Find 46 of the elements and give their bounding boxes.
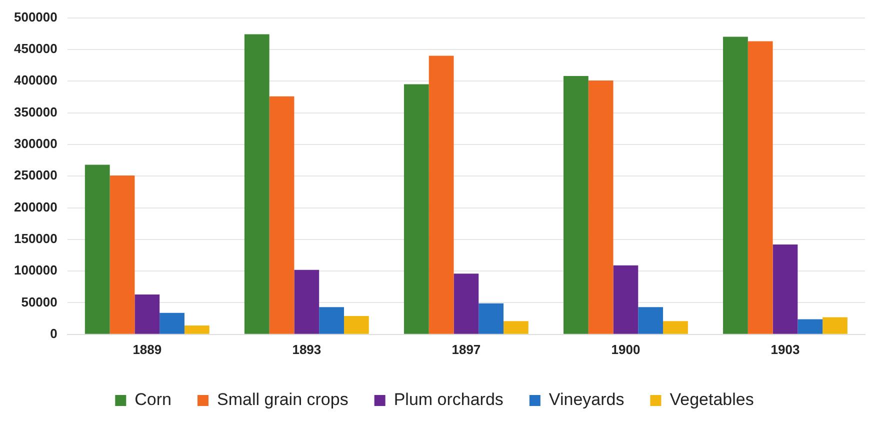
y-tick-label: 200000	[14, 199, 58, 214]
bar	[663, 321, 688, 334]
y-tick-label: 500000	[14, 9, 58, 24]
bar	[110, 175, 135, 334]
bar	[454, 274, 479, 334]
bar	[613, 265, 638, 334]
y-tick-label: 250000	[14, 168, 58, 183]
legend-label: Corn	[134, 390, 172, 410]
legend-label: Plum orchards	[394, 390, 504, 410]
bar	[798, 319, 823, 334]
y-tick-label: 300000	[14, 136, 58, 152]
x-tick-label: 1897	[452, 342, 481, 357]
y-tick-label: 0	[50, 326, 58, 341]
legend-label: Small grain crops	[217, 390, 348, 410]
bar	[84, 164, 110, 334]
x-tick-label: 1889	[132, 342, 162, 357]
bar	[428, 56, 454, 334]
bar	[344, 316, 369, 334]
bar	[134, 294, 160, 334]
bar	[588, 80, 614, 334]
y-tick-label: 50000	[21, 294, 58, 310]
bar	[404, 84, 429, 334]
y-tick-label: 400000	[14, 72, 58, 88]
bar	[822, 317, 848, 334]
x-tick-label: 1900	[611, 342, 640, 357]
bar	[319, 307, 344, 334]
bar	[269, 96, 294, 334]
x-tick-label: 1903	[770, 342, 800, 357]
bar	[723, 36, 748, 334]
bar	[160, 312, 184, 334]
y-tick-label: 450000	[14, 41, 58, 56]
bar	[564, 76, 588, 334]
bar	[294, 270, 320, 334]
bar	[504, 321, 528, 334]
y-tick-label: 100000	[14, 262, 58, 278]
bar	[748, 41, 773, 334]
y-tick-label: 350000	[14, 104, 58, 120]
bar	[478, 303, 504, 334]
bar	[638, 307, 664, 334]
legend-label: Vegetables	[670, 390, 754, 410]
bar	[184, 326, 210, 334]
bar	[244, 34, 270, 334]
bar	[772, 244, 798, 334]
x-tick-label: 1893	[292, 342, 322, 357]
legend-label: Vineyards	[548, 390, 624, 410]
y-tick-label: 150000	[14, 231, 58, 246]
